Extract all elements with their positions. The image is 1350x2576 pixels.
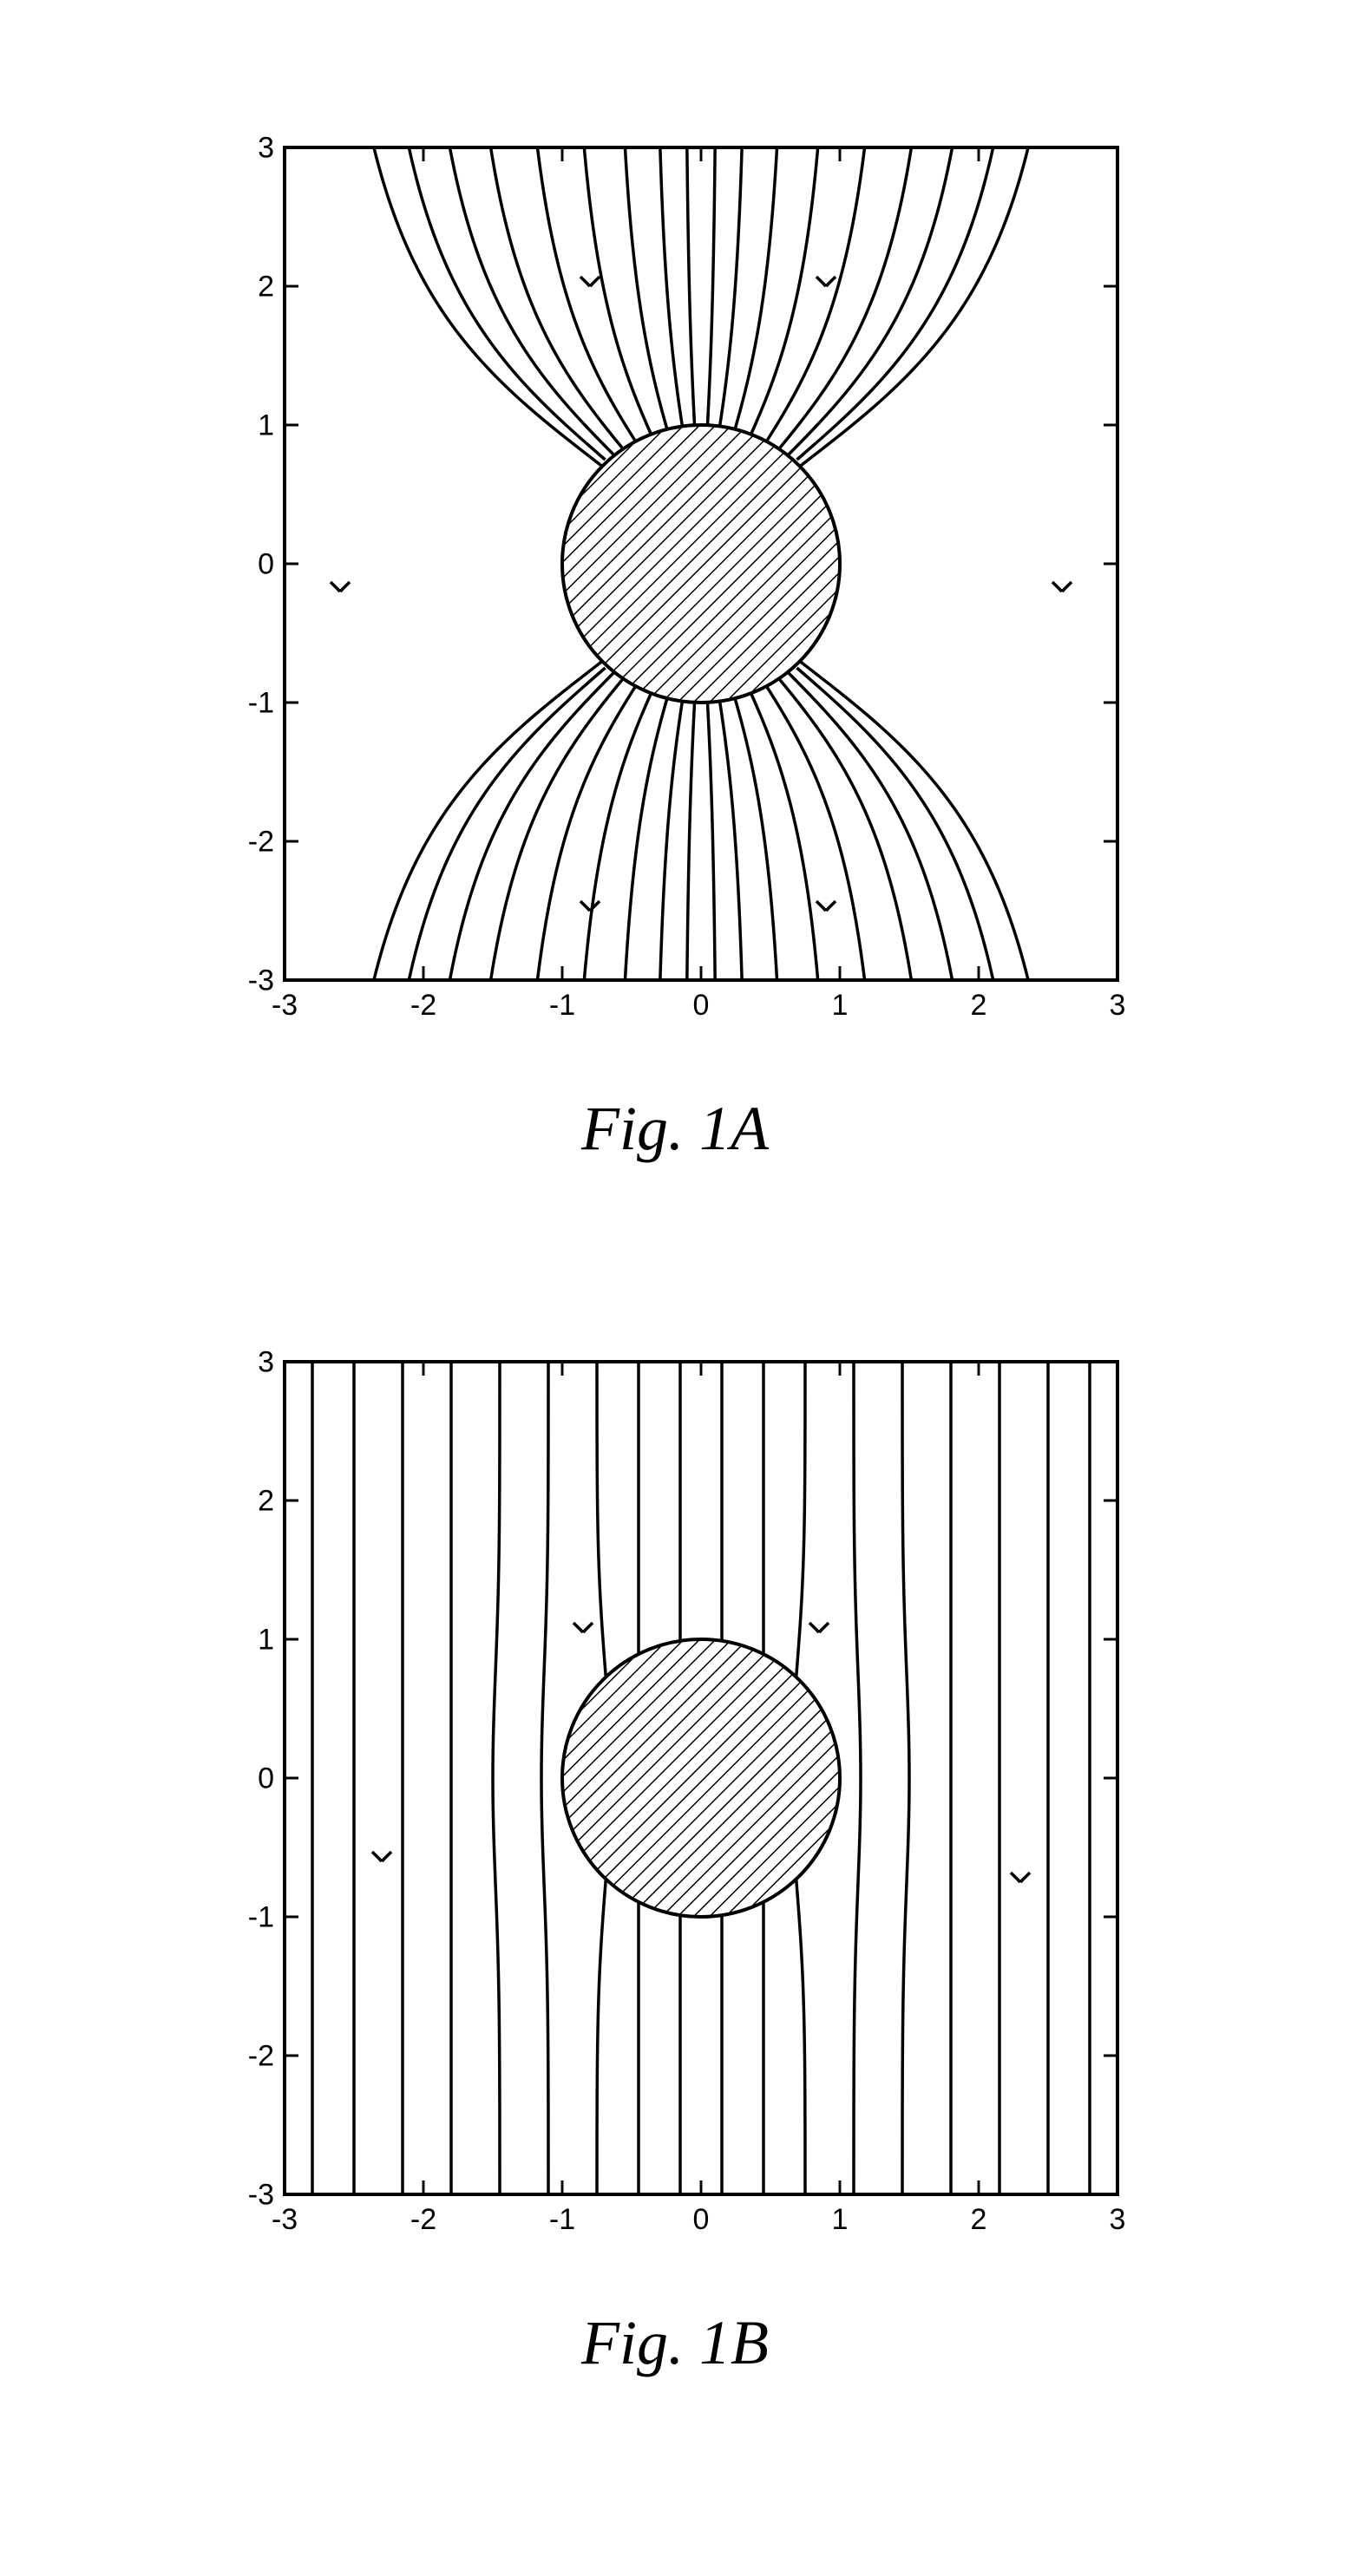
streamline [493,1362,500,2194]
streamline [660,147,682,425]
flow-arrow-icon [1011,1873,1030,1882]
streamline [584,147,652,435]
streamline [687,703,695,980]
streamline [491,678,624,980]
y-tick-label: -3 [248,964,274,997]
streamline [687,147,695,425]
x-tick-label: 0 [693,989,710,1022]
y-tick-label: 2 [258,1484,274,1517]
streamline [902,1362,909,2194]
x-tick-label: 3 [1110,2203,1126,2236]
y-tick-label: -2 [248,2039,274,2072]
y-tick-label: -2 [248,825,274,858]
flow-arrow-icon [580,277,600,286]
x-tick-label: -2 [410,2203,436,2236]
x-tick-label: 0 [693,2203,710,2236]
streamline [537,685,636,980]
x-tick-label: 3 [1110,989,1126,1022]
x-tick-label: 1 [832,989,849,1022]
x-tick-label: -2 [410,989,436,1022]
y-tick-label: -3 [248,2178,274,2211]
y-tick-label: 1 [258,409,274,441]
streamline [660,703,682,980]
flow-arrow-icon [573,1623,593,1632]
flow-arrow-icon [816,277,836,286]
y-tick-label: 0 [258,1762,274,1795]
flow-arrow-icon [372,1852,391,1861]
streamline [707,147,715,425]
x-tick-label: 1 [832,2203,849,2236]
y-tick-label: -1 [248,1900,274,1933]
sphere-hatched [562,425,840,703]
flow-arrow-icon [331,582,350,592]
chart-svg: -3-3 -2 -2 -1 -1 0 0 1 1 2 2 3 3 [198,1327,1152,2298]
streamline [707,703,715,980]
x-tick-label: 2 [971,989,987,1022]
sphere-hatched [562,1639,840,1917]
streamline [766,147,865,442]
streamline [584,692,652,980]
streamline [374,147,603,467]
x-tick-label: 2 [971,2203,987,2236]
y-tick-label: 2 [258,270,274,303]
streamline [750,147,818,435]
streamline [541,1362,548,2194]
streamline [491,147,624,449]
x-tick-label: -3 [272,2203,298,2236]
x-tick-label: -3 [272,989,298,1022]
flow-arrow-icon [580,901,600,911]
streamline [720,703,742,980]
caption-fig-1b: Fig. 1B [581,2307,769,2379]
flow-arrow-icon [816,901,836,911]
chart-svg: -3-3 -2 -2 -1 -1 0 0 1 1 2 2 3 3 [198,113,1152,1084]
y-tick-label: 3 [258,131,274,164]
streamline [778,678,911,980]
streamline [537,147,636,442]
panel-fig-1a: -3-3 -2 -2 -1 -1 0 0 1 1 2 2 3 3 [198,113,1152,1084]
flow-arrow-icon [1052,582,1071,592]
streamline [766,685,865,980]
streamline [720,147,742,425]
streamline [799,147,1028,467]
x-tick-label: -1 [549,989,575,1022]
panel-fig-1b: -3-3 -2 -2 -1 -1 0 0 1 1 2 2 3 3 [198,1327,1152,2298]
streamline [778,147,911,449]
caption-fig-1a: Fig. 1A [581,1093,769,1165]
page: -3-3-2-2-1-100112233 Fig. 1A -3-3-2-2-1-… [0,0,1350,2576]
y-tick-label: -1 [248,686,274,719]
streamline [854,1362,861,2194]
streamline [750,692,818,980]
y-tick-label: 0 [258,547,274,580]
streamline [374,661,603,980]
flow-arrow-icon [809,1623,829,1632]
streamline [799,661,1028,980]
y-tick-label: 3 [258,1345,274,1378]
x-tick-label: -1 [549,2203,575,2236]
y-tick-label: 1 [258,1623,274,1656]
